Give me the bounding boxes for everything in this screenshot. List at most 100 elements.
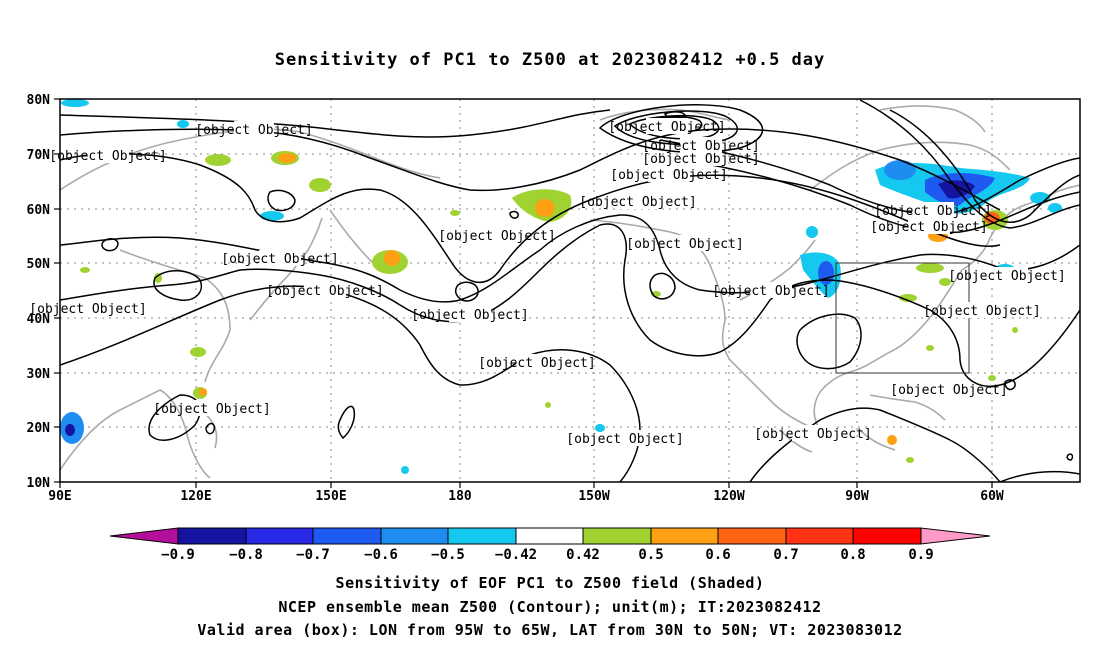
lon-label: 60W: [980, 489, 1004, 504]
lon-label: 180: [448, 489, 472, 504]
svg-text:[object Object]: [object Object]: [754, 427, 871, 442]
svg-text:[object Object]: [object Object]: [579, 195, 696, 210]
contour-label: [object Object]: [874, 202, 992, 219]
colorbar-label: 0.42: [566, 547, 600, 563]
svg-text:[object Object]: [object Object]: [890, 383, 1007, 398]
svg-text:[object Object]: [object Object]: [948, 269, 1065, 284]
colorbar-label: −0.7: [296, 547, 330, 563]
lat-label: 50N: [27, 257, 51, 272]
svg-text:[object Object]: [object Object]: [923, 304, 1040, 319]
colorbar-label: 0.9: [908, 547, 933, 563]
contour-label: [object Object]: [948, 267, 1066, 284]
lon-label: 150W: [578, 489, 609, 504]
colorbar-bin: [650, 527, 719, 545]
colorbar-min-arrow: [109, 527, 179, 545]
colorbar-label: −0.9: [161, 547, 195, 563]
contour-label: [object Object]: [610, 166, 728, 183]
contour-label: [object Object]: [221, 250, 339, 267]
colorbar-bin: [582, 527, 652, 545]
contour-label: [object Object]: [49, 147, 167, 164]
lat-label: 30N: [27, 367, 51, 382]
svg-text:[object Object]: [object Object]: [478, 356, 595, 371]
lat-label: 80N: [27, 93, 51, 108]
lat-labels: 80N 70N 60N 50N 40N 30N 20N 10N: [27, 93, 51, 491]
contour-label: [object Object]: [754, 425, 872, 442]
colorbar-bin: [312, 527, 382, 545]
colorbar-label: 0.7: [773, 547, 798, 563]
svg-text:[object Object]: [object Object]: [438, 229, 555, 244]
lon-label: 120E: [180, 489, 211, 504]
colorbar-label: 0.8: [840, 547, 865, 563]
svg-text:[object Object]: [object Object]: [153, 402, 270, 417]
lat-label: 40N: [27, 312, 51, 327]
lon-label: 90W: [845, 489, 869, 504]
colorbar-label: 0.6: [705, 547, 730, 563]
contour-label: [object Object]: [478, 354, 596, 371]
colorbar-bin: [515, 527, 584, 545]
svg-text:[object Object]: [object Object]: [29, 302, 146, 317]
colorbar-bin: [447, 527, 517, 545]
colorbar-bin: [245, 527, 314, 545]
lat-label: 70N: [27, 148, 51, 163]
lon-label: 120W: [713, 489, 744, 504]
svg-text:[object Object]: [object Object]: [49, 149, 166, 164]
colorbar-label: −0.6: [364, 547, 398, 563]
svg-text:[object Object]: [object Object]: [642, 152, 759, 167]
contour-labels: [object Object] [object Object] [object …: [29, 118, 1066, 447]
svg-text:[object Object]: [object Object]: [642, 139, 759, 154]
colorbar-bin: [852, 527, 922, 545]
colorbar-max-arrow: [920, 527, 991, 545]
lat-label: 10N: [27, 476, 51, 491]
colorbar-bin: [785, 527, 854, 545]
lon-label: 90E: [48, 489, 71, 504]
contour-label: [object Object]: [608, 118, 726, 135]
colorbar-label: −0.42: [495, 547, 537, 563]
map-frame: [59, 98, 1081, 483]
contour-label: [object Object]: [870, 218, 988, 235]
caption-line-1: Sensitivity of EOF PC1 to Z500 field (Sh…: [335, 574, 765, 592]
colorbar-bin: [717, 527, 787, 545]
svg-text:[object Object]: [object Object]: [874, 204, 991, 219]
svg-text:[object Object]: [object Object]: [195, 123, 312, 138]
contour-label: [object Object]: [566, 430, 684, 447]
caption-line-3: Valid area (box): LON from 95W to 65W, L…: [197, 621, 903, 639]
lat-label: 60N: [27, 203, 51, 218]
sensitivity-shading: [60, 99, 1062, 474]
contour-label: [object Object]: [890, 381, 1008, 398]
plot-title: Sensitivity of PC1 to Z500 at 2023082412…: [274, 50, 826, 70]
svg-text:[object Object]: [object Object]: [266, 284, 383, 299]
colorbar-bin: [380, 527, 449, 545]
contour-label: [object Object]: [266, 282, 384, 299]
colorbar-label: −0.8: [229, 547, 263, 563]
contour-label: [object Object]: [642, 150, 760, 167]
svg-text:[object Object]: [object Object]: [221, 252, 338, 267]
svg-text:[object Object]: [object Object]: [411, 308, 528, 323]
colorbar-label: 0.5: [638, 547, 663, 563]
colorbar-label: −0.5: [431, 547, 465, 563]
contour-label: [object Object]: [626, 235, 744, 252]
contour-label: [object Object]: [195, 121, 313, 138]
contour-label: [object Object]: [923, 302, 1041, 319]
colorbar-labels: −0.9 −0.8 −0.7 −0.6 −0.5 −0.42 0.42 0.5 …: [161, 547, 934, 563]
svg-text:[object Object]: [object Object]: [608, 120, 725, 135]
lon-label: 150E: [315, 489, 346, 504]
contour-label: [object Object]: [642, 137, 760, 154]
svg-text:[object Object]: [object Object]: [626, 237, 743, 252]
axis-ticks: [54, 98, 993, 488]
contour-label: [object Object]: [438, 227, 556, 244]
svg-text:[object Object]: [object Object]: [870, 220, 987, 235]
contour-label: [object Object]: [579, 193, 697, 210]
contour-label: [object Object]: [411, 306, 529, 323]
contour-label: [object Object]: [29, 300, 147, 317]
contour-label: [object Object]: [153, 400, 271, 417]
svg-text:[object Object]: [object Object]: [610, 168, 727, 183]
caption-line-2: NCEP ensemble mean Z500 (Contour); unit(…: [278, 598, 822, 616]
lat-label: 20N: [27, 421, 51, 436]
colorbar: [109, 527, 991, 545]
contour-label: [object Object]: [712, 282, 830, 299]
lon-labels: 90E 120E 150E 180 150W 120W 90W 60W: [48, 489, 1004, 504]
svg-text:[object Object]: [object Object]: [566, 432, 683, 447]
svg-text:[object Object]: [object Object]: [712, 284, 829, 299]
colorbar-bin: [177, 527, 247, 545]
